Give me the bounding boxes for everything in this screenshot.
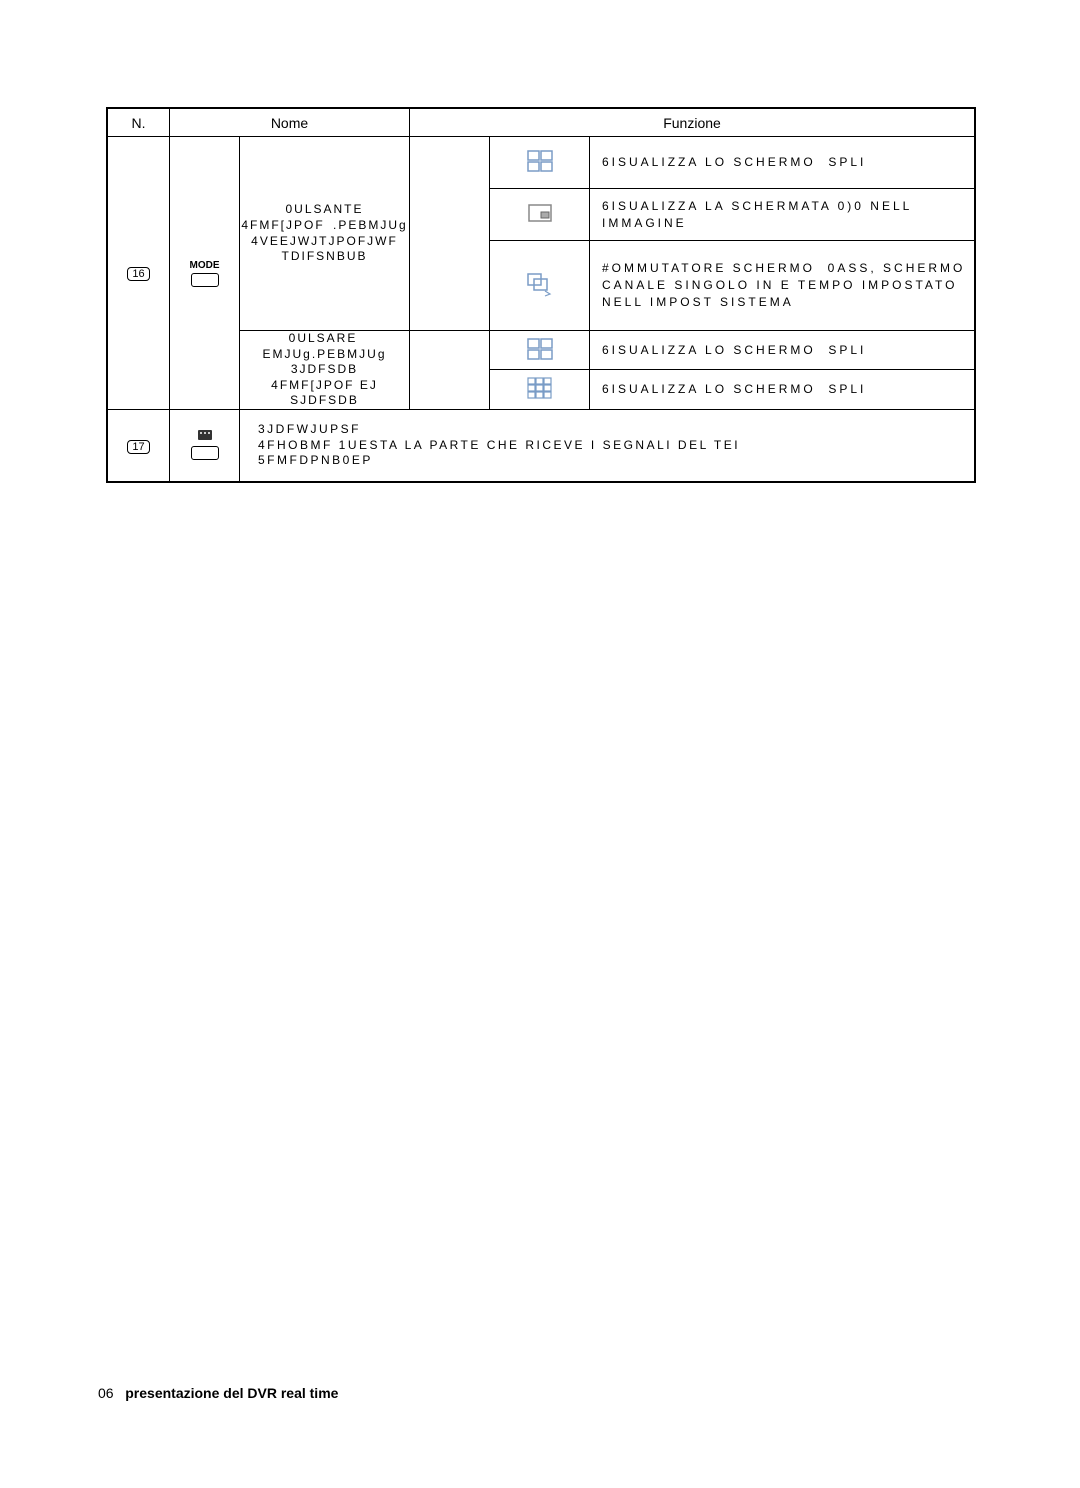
- cell-icon-seq: [490, 241, 590, 331]
- cell-icon-split4: [490, 137, 590, 189]
- cell-nome-17: 3JDFWJUPSF 4FHOBMF 1UESTA LA PARTE CHE R…: [240, 409, 975, 481]
- split9-icon: [525, 375, 555, 401]
- key-icon: [191, 273, 219, 287]
- header-n: N.: [108, 109, 170, 137]
- nome-upper-text: 0ULSANTE 4FMF[JPOF .PEBMJUg 4VEEJWJTJPOF…: [240, 202, 409, 264]
- cell-n-16: 16: [108, 137, 170, 410]
- header-nome: Nome: [170, 109, 410, 137]
- pip-icon: [525, 200, 555, 226]
- header-funzione: Funzione: [410, 109, 975, 137]
- cell-funz-blank-2: [410, 331, 490, 410]
- cell-n-17: 17: [108, 409, 170, 481]
- mode-label: MODE: [170, 260, 239, 271]
- sequence-icon: [525, 271, 555, 297]
- split4b-icon: [525, 336, 555, 362]
- cell-funz-blank-1: [410, 137, 490, 331]
- split4-icon: [525, 148, 555, 174]
- remote-icon: [197, 429, 213, 441]
- cell-nome-upper: 0ULSANTE 4FMF[JPOF .PEBMJUg 4VEEJWJTJPOF…: [240, 137, 410, 331]
- cell-funz-5: 6ISUALIZZA LO SCHERMO SPLI: [590, 370, 975, 409]
- cell-funz-4: 6ISUALIZZA LO SCHERMO SPLI: [590, 331, 975, 370]
- cell-funz-3: #OMMUTATORE SCHERMO 0ASS, SCHERMO CANALE…: [590, 241, 975, 331]
- table: N. Nome Funzione 16 MODE 0ULSANTE 4FMF[J…: [107, 108, 975, 482]
- funz-text-3: #OMMUTATORE SCHERMO 0ASS, SCHERMO CANALE…: [602, 260, 974, 310]
- funz-text-1: 6ISUALIZZA LO SCHERMO SPLI: [602, 154, 974, 171]
- cell-icon-split9: [490, 370, 590, 409]
- badge-17: 17: [127, 440, 149, 454]
- funz-text-2: 6ISUALIZZA LA SCHERMATA 0)0 NELL IMMAGIN…: [602, 198, 974, 232]
- cell-icon-pip: [490, 189, 590, 241]
- cell-mode: MODE: [170, 137, 240, 410]
- nome-17-text: 3JDFWJUPSF 4FHOBMF 1UESTA LA PARTE CHE R…: [258, 422, 974, 469]
- cell-funz-2: 6ISUALIZZA LA SCHERMATA 0)0 NELL IMMAGIN…: [590, 189, 975, 241]
- cell-remote: [170, 409, 240, 481]
- footer-page-num: 06: [98, 1385, 114, 1401]
- table-row: 16 MODE 0ULSANTE 4FMF[JPOF .PEBMJUg 4VEE…: [108, 137, 975, 189]
- table-header-row: N. Nome Funzione: [108, 109, 975, 137]
- footer: 06 presentazione del DVR real time: [98, 1385, 338, 1401]
- footer-title: presentazione del DVR real time: [125, 1385, 338, 1401]
- funz-text-5: 6ISUALIZZA LO SCHERMO SPLI: [602, 381, 974, 398]
- cell-nome-lower: 0ULSARE EMJUg.PEBMJUg 3JDFSDB 4FMF[JPOF …: [240, 331, 410, 410]
- main-table: N. Nome Funzione 16 MODE 0ULSANTE 4FMF[J…: [106, 107, 976, 483]
- table-row: 17 3JDFWJUPSF 4FHOBMF 1UESTA LA PARTE CH…: [108, 409, 975, 481]
- nome-lower-text: 0ULSARE EMJUg.PEBMJUg 3JDFSDB 4FMF[JPOF …: [240, 331, 409, 409]
- cell-funz-1: 6ISUALIZZA LO SCHERMO SPLI: [590, 137, 975, 189]
- badge-16: 16: [127, 267, 149, 281]
- funz-text-4: 6ISUALIZZA LO SCHERMO SPLI: [602, 342, 974, 359]
- key-icon-17: [191, 446, 219, 460]
- cell-icon-split4b: [490, 331, 590, 370]
